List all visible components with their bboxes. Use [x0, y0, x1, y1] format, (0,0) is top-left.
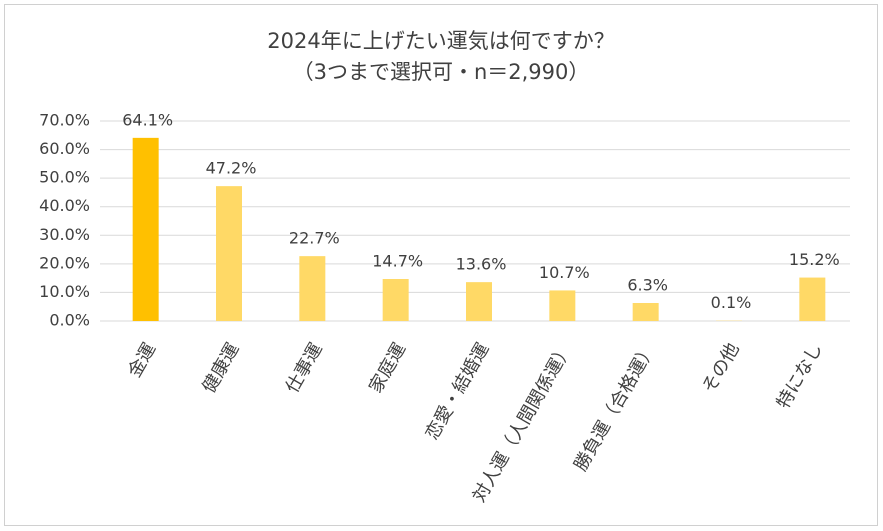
y-tick-label: 40.0%: [39, 196, 90, 215]
bar: [299, 256, 326, 321]
chart-subtitle: （3つまで選択可・n＝2,990）: [293, 60, 590, 84]
value-label: 22.7%: [289, 229, 340, 248]
value-label: 6.3%: [627, 276, 668, 295]
value-label: 10.7%: [539, 263, 590, 282]
y-tick-label: 30.0%: [39, 225, 90, 244]
bar: [466, 282, 492, 321]
y-tick-label: 70.0%: [39, 111, 90, 130]
y-tick-label: 10.0%: [39, 282, 90, 301]
bar: [132, 137, 159, 321]
bar: [632, 303, 659, 321]
y-tick-label: 60.0%: [39, 139, 90, 158]
bar: [382, 279, 409, 321]
y-tick-label: 50.0%: [39, 168, 90, 187]
chart-title: 2024年に上げたい運気は何ですか？: [267, 29, 614, 53]
value-label: 13.6%: [456, 255, 507, 274]
bar: [799, 277, 826, 321]
value-label: 47.2%: [206, 159, 257, 178]
bar: [549, 290, 576, 321]
value-label: 14.7%: [372, 252, 423, 271]
y-tick-label: 0.0%: [49, 311, 90, 330]
value-label: 0.1%: [711, 293, 752, 312]
value-label: 15.2%: [789, 250, 840, 269]
bar: [216, 186, 242, 321]
value-label: 64.1%: [122, 110, 173, 129]
y-tick-label: 20.0%: [39, 253, 90, 272]
